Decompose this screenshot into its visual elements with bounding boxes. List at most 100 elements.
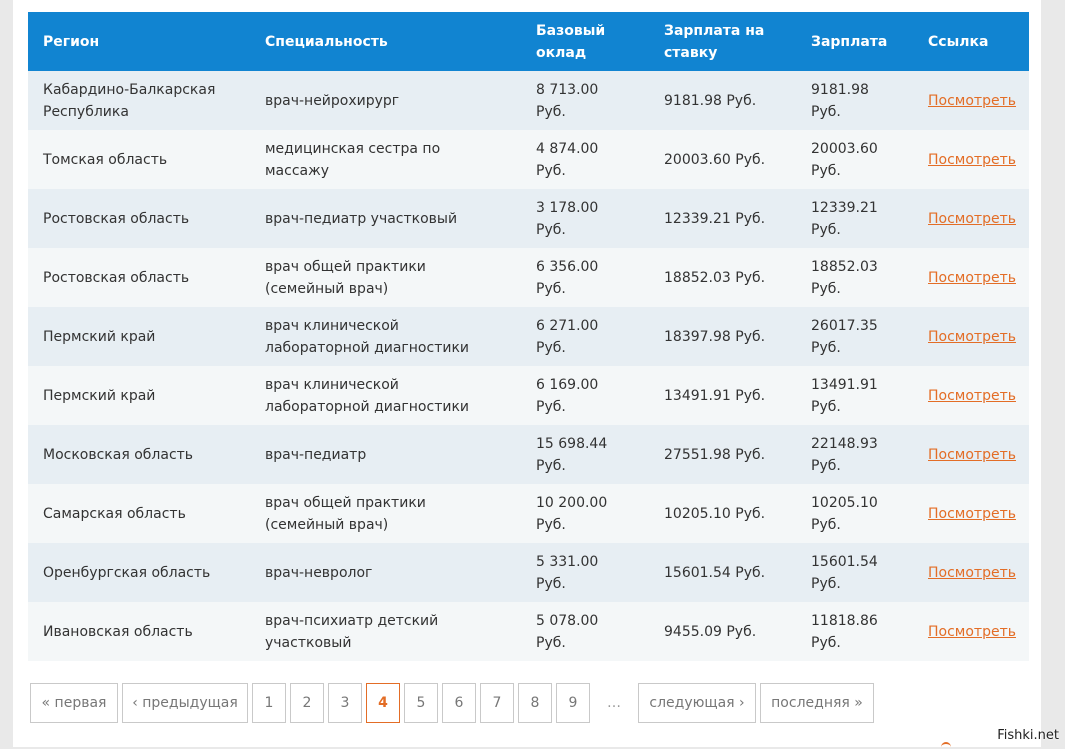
cell-base-salary: 6 271.00 Руб.	[521, 307, 649, 366]
pager-page-7[interactable]: 7	[480, 683, 514, 723]
cell-specialty: врач-психиатр детский участковый	[250, 602, 521, 661]
cell-link: Посмотреть	[913, 543, 1029, 602]
cell-region: Томская область	[28, 130, 250, 189]
pager-page-1[interactable]: 1	[252, 683, 286, 723]
cell-salary: 20003.60 Руб.	[796, 130, 913, 189]
pager-page-4-current[interactable]: 4	[366, 683, 400, 723]
header-specialty: Специальность	[250, 12, 521, 71]
cell-specialty: врач общей практики (семейный врач)	[250, 248, 521, 307]
cell-link: Посмотреть	[913, 307, 1029, 366]
cell-base-salary: 5 078.00 Руб.	[521, 602, 649, 661]
header-rate-salary: Зарплата на ставку	[649, 12, 796, 71]
cell-rate-salary: 10205.10 Руб.	[649, 484, 796, 543]
cell-region: Кабардино-Балкарская Республика	[28, 71, 250, 130]
header-base-salary: Базовый оклад	[521, 12, 649, 71]
page-content: Регион Специальность Базовый оклад Зарпл…	[13, 0, 1041, 747]
cell-specialty: врач-невролог	[250, 543, 521, 602]
cell-region: Московская область	[28, 425, 250, 484]
view-link[interactable]: Посмотреть	[928, 93, 1016, 109]
cell-link: Посмотреть	[913, 130, 1029, 189]
cell-salary: 15601.54 Руб.	[796, 543, 913, 602]
view-link[interactable]: Посмотреть	[928, 447, 1016, 463]
view-link[interactable]: Посмотреть	[928, 388, 1016, 404]
cell-specialty: врач общей практики (семейный врач)	[250, 484, 521, 543]
cell-specialty: медицинская сестра по массажу	[250, 130, 521, 189]
header-salary: Зарплата	[796, 12, 913, 71]
cell-region: Оренбургская область	[28, 543, 250, 602]
cell-base-salary: 5 331.00 Руб.	[521, 543, 649, 602]
cell-specialty: врач-педиатр участковый	[250, 189, 521, 248]
pager-page-3[interactable]: 3	[328, 683, 362, 723]
cell-region: Пермский край	[28, 307, 250, 366]
cell-rate-salary: 18852.03 Руб.	[649, 248, 796, 307]
decorative-mark	[941, 742, 951, 749]
cell-link: Посмотреть	[913, 248, 1029, 307]
cell-link: Посмотреть	[913, 71, 1029, 130]
pager-page-5[interactable]: 5	[404, 683, 438, 723]
pager-page-9[interactable]: 9	[556, 683, 590, 723]
pager-first-button[interactable]: « первая	[30, 683, 118, 723]
salary-table-wrapper: Регион Специальность Базовый оклад Зарпл…	[28, 12, 1029, 661]
cell-salary: 11818.86 Руб.	[796, 602, 913, 661]
cell-link: Посмотреть	[913, 366, 1029, 425]
cell-rate-salary: 27551.98 Руб.	[649, 425, 796, 484]
cell-rate-salary: 12339.21 Руб.	[649, 189, 796, 248]
cell-base-salary: 6 169.00 Руб.	[521, 366, 649, 425]
view-link[interactable]: Посмотреть	[928, 211, 1016, 227]
cell-base-salary: 10 200.00 Руб.	[521, 484, 649, 543]
view-link[interactable]: Посмотреть	[928, 506, 1016, 522]
cell-base-salary: 3 178.00 Руб.	[521, 189, 649, 248]
header-region: Регион	[28, 12, 250, 71]
pager-last-button[interactable]: последняя »	[760, 683, 874, 723]
cell-rate-salary: 18397.98 Руб.	[649, 307, 796, 366]
pager-page-2[interactable]: 2	[290, 683, 324, 723]
cell-salary: 26017.35 Руб.	[796, 307, 913, 366]
cell-specialty: врач клинической лабораторной диагностик…	[250, 366, 521, 425]
pagination: « первая ‹ предыдущая 1 2 3 4 5 6 7 8 9 …	[30, 683, 878, 723]
pager-next-button[interactable]: следующая ›	[638, 683, 756, 723]
cell-base-salary: 6 356.00 Руб.	[521, 248, 649, 307]
cell-salary: 12339.21 Руб.	[796, 189, 913, 248]
cell-salary: 10205.10 Руб.	[796, 484, 913, 543]
salary-table: Регион Специальность Базовый оклад Зарпл…	[28, 12, 1029, 661]
cell-rate-salary: 20003.60 Руб.	[649, 130, 796, 189]
cell-rate-salary: 13491.91 Руб.	[649, 366, 796, 425]
cell-salary: 18852.03 Руб.	[796, 248, 913, 307]
cell-salary: 13491.91 Руб.	[796, 366, 913, 425]
view-link[interactable]: Посмотреть	[928, 270, 1016, 286]
cell-salary: 22148.93 Руб.	[796, 425, 913, 484]
pager-page-8[interactable]: 8	[518, 683, 552, 723]
view-link[interactable]: Посмотреть	[928, 329, 1016, 345]
header-link: Ссылка	[913, 12, 1029, 71]
cell-specialty: врач клинической лабораторной диагностик…	[250, 307, 521, 366]
pager-page-6[interactable]: 6	[442, 683, 476, 723]
cell-rate-salary: 15601.54 Руб.	[649, 543, 796, 602]
cell-rate-salary: 9181.98 Руб.	[649, 71, 796, 130]
table-header-row: Регион Специальность Базовый оклад Зарпл…	[28, 12, 1029, 71]
cell-region: Самарская область	[28, 484, 250, 543]
cell-specialty: врач-нейрохирург	[250, 71, 521, 130]
cell-region: Ростовская область	[28, 189, 250, 248]
pager-prev-button[interactable]: ‹ предыдущая	[122, 683, 248, 723]
cell-base-salary: 4 874.00 Руб.	[521, 130, 649, 189]
cell-region: Ивановская область	[28, 602, 250, 661]
cell-base-salary: 15 698.44 Руб.	[521, 425, 649, 484]
cell-link: Посмотреть	[913, 602, 1029, 661]
view-link[interactable]: Посмотреть	[928, 152, 1016, 168]
view-link[interactable]: Посмотреть	[928, 565, 1016, 581]
cell-specialty: врач-педиатр	[250, 425, 521, 484]
cell-region: Ростовская область	[28, 248, 250, 307]
cell-region: Пермский край	[28, 366, 250, 425]
cell-link: Посмотреть	[913, 484, 1029, 543]
view-link[interactable]: Посмотреть	[928, 624, 1016, 640]
